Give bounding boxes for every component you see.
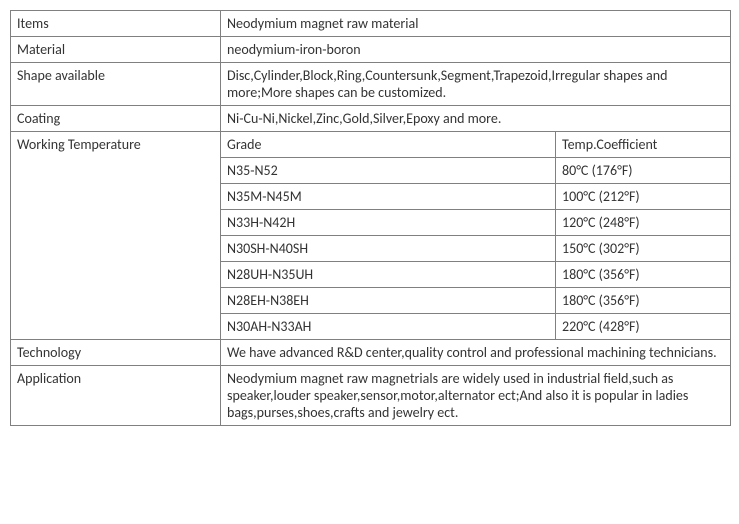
value-material: neodymium-iron-boron [221, 37, 731, 63]
grade-1: N35M-N45M [221, 184, 556, 210]
temp-5: 180°C (356°F) [556, 288, 731, 314]
value-application: Neodymium magnet raw magnetrials are wid… [221, 366, 731, 426]
grade-5: N28EH-N38EH [221, 288, 556, 314]
value-coating: Ni-Cu-Ni,Nickel,Zinc,Gold,Silver,Epoxy a… [221, 106, 731, 132]
value-shape: Disc,Cylinder,Block,Ring,Countersunk,Seg… [221, 63, 731, 106]
row-material: Material neodymium-iron-boron [11, 37, 731, 63]
temp-6: 220°C (428°F) [556, 314, 731, 340]
label-working-temp: Working Temperature [11, 132, 221, 340]
temp-1: 100°C (212°F) [556, 184, 731, 210]
label-shape: Shape available [11, 63, 221, 106]
grade-0: N35-N52 [221, 158, 556, 184]
label-application: Application [11, 366, 221, 426]
temp-2: 120°C (248°F) [556, 210, 731, 236]
grade-3: N30SH-N40SH [221, 236, 556, 262]
label-material: Material [11, 37, 221, 63]
row-technology: Technology We have advanced R&D center,q… [11, 340, 731, 366]
label-coating: Coating [11, 106, 221, 132]
temp-3: 150°C (302°F) [556, 236, 731, 262]
header-grade: Grade [221, 132, 556, 158]
label-technology: Technology [11, 340, 221, 366]
row-items: Items Neodymium magnet raw material [11, 11, 731, 37]
label-items: Items [11, 11, 221, 37]
value-technology: We have advanced R&D center,quality cont… [221, 340, 731, 366]
value-items: Neodymium magnet raw material [221, 11, 731, 37]
grade-4: N28UH-N35UH [221, 262, 556, 288]
grade-6: N30AH-N33AH [221, 314, 556, 340]
row-coating: Coating Ni-Cu-Ni,Nickel,Zinc,Gold,Silver… [11, 106, 731, 132]
row-working-temp-header: Working Temperature Grade Temp.Coefficie… [11, 132, 731, 158]
grade-2: N33H-N42H [221, 210, 556, 236]
temp-0: 80°C (176°F) [556, 158, 731, 184]
row-shape: Shape available Disc,Cylinder,Block,Ring… [11, 63, 731, 106]
temp-4: 180°C (356°F) [556, 262, 731, 288]
spec-table: Items Neodymium magnet raw material Mate… [10, 10, 731, 426]
header-temp: Temp.Coefficient [556, 132, 731, 158]
row-application: Application Neodymium magnet raw magnetr… [11, 366, 731, 426]
